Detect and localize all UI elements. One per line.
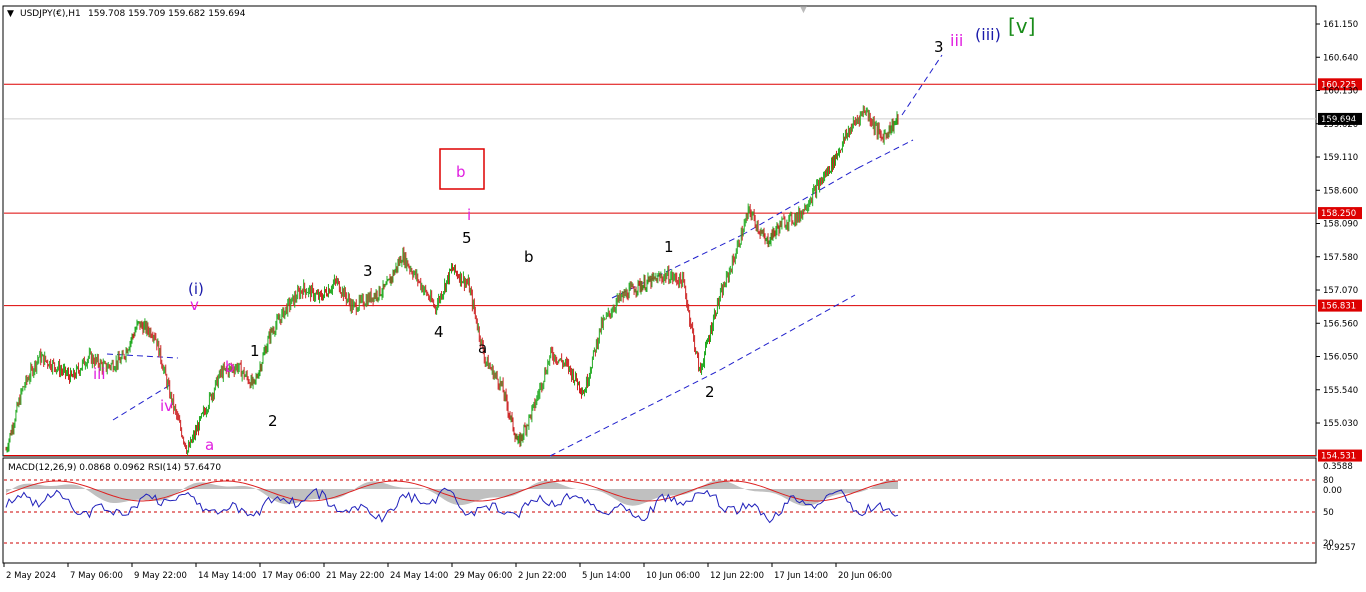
trend-line — [719, 294, 856, 371]
rsi-tick-label: 20 — [1323, 539, 1334, 549]
price-tick-label: 161.150 — [1323, 20, 1358, 30]
wave-label-box — [439, 148, 485, 190]
time-tick-label: 9 May 22:00 — [134, 571, 187, 581]
wave-label: iii — [93, 365, 106, 383]
header-symbol: USDJPY(€),H1 — [20, 9, 81, 19]
time-tick-label: 12 Jun 22:00 — [710, 571, 764, 581]
price-tick-label: 157.070 — [1323, 286, 1358, 296]
time-tick-label: 2 May 2024 — [6, 571, 56, 581]
price-tick-label: 157.580 — [1323, 253, 1358, 263]
price-tick-label: 158.090 — [1323, 220, 1358, 230]
level-price-tag — [1318, 207, 1362, 220]
level-price-value: 154.531 — [1321, 452, 1356, 462]
wave-label: iv — [160, 397, 173, 415]
price-tick-label: 158.600 — [1323, 186, 1358, 196]
level-price-value: 158.250 — [1321, 209, 1356, 219]
header-ohlc: 159.708 159.709 159.682 159.694 — [88, 9, 246, 19]
header-arrow-icon[interactable]: ▼ — [7, 9, 14, 19]
time-tick-label: 7 May 06:00 — [70, 571, 123, 581]
macd-tick-label: -0.9257 — [1323, 543, 1356, 553]
wave-label: 1 — [664, 238, 674, 256]
wave-label: i — [467, 206, 471, 224]
indicator-panel — [2, 457, 1317, 564]
macd-tick-label: 0.3588 — [1323, 462, 1353, 472]
time-tick-label: 21 May 22:00 — [326, 571, 384, 581]
trend-line — [741, 167, 859, 236]
price-panel — [2, 5, 1317, 457]
wave-label: 4 — [434, 323, 444, 341]
wave-label: b — [456, 163, 466, 181]
wave-label: a — [478, 339, 487, 357]
wave-label: 2 — [268, 412, 278, 430]
wave-label: (i) — [188, 280, 204, 298]
wave-label: 1 — [250, 342, 260, 360]
trend-line — [901, 54, 943, 116]
macd-tick-label: 0.00 — [1323, 486, 1342, 496]
price-tick-label: 155.030 — [1323, 419, 1358, 429]
time-tick-label: 24 May 14:00 — [390, 571, 448, 581]
wave-label: 3 — [363, 262, 373, 280]
level-price-value: 156.831 — [1321, 302, 1356, 312]
price-tick-label: 156.560 — [1323, 319, 1358, 329]
time-tick-label: 20 Jun 06:00 — [838, 571, 892, 581]
macd-signal-line — [5, 480, 899, 502]
time-tick-label: 10 Jun 06:00 — [646, 571, 700, 581]
price-tick-label: 156.050 — [1323, 353, 1358, 363]
trend-line — [549, 369, 721, 457]
wave-label: b — [524, 248, 534, 266]
wave-label: b — [225, 358, 235, 376]
scroll-marker-icon[interactable]: ▼ — [800, 5, 807, 15]
rsi-tick-label: 50 — [1323, 508, 1334, 518]
candles-group — [5, 105, 899, 456]
time-tick-label: 29 May 06:00 — [454, 571, 512, 581]
wave-label: 5 — [462, 229, 472, 247]
level-price-tag — [1318, 78, 1362, 91]
price-tick-label: 160.130 — [1323, 87, 1358, 97]
rsi-tick-label: 80 — [1323, 476, 1334, 486]
wave-label: (iii) — [975, 25, 1001, 44]
price-tick-label: 159.110 — [1323, 153, 1358, 163]
wave-label: v — [190, 296, 199, 314]
wave-label: iii — [950, 31, 963, 50]
price-tick-label: 160.640 — [1323, 53, 1358, 63]
price-tick-label: 155.540 — [1323, 386, 1358, 396]
level-price-tag — [1318, 299, 1362, 312]
level-price-tag — [1318, 449, 1362, 462]
indicator-label: MACD(12,26,9) 0.0868 0.0962 RSI(14) 57.6… — [8, 463, 221, 473]
time-tick-label: 17 May 06:00 — [262, 571, 320, 581]
time-tick-label: 2 Jun 22:00 — [518, 571, 567, 581]
current-price-tag — [1318, 112, 1362, 125]
price-tick-label: 159.620 — [1323, 120, 1358, 130]
time-tick-label: 5 Jun 14:00 — [582, 571, 631, 581]
time-tick-label: 14 May 14:00 — [198, 571, 256, 581]
wave-label: 3 — [934, 38, 944, 56]
wave-label: [v] — [1008, 14, 1035, 38]
macd-histogram — [6, 480, 898, 506]
trend-line — [112, 384, 171, 421]
rsi-line — [5, 487, 899, 524]
current-price-value: 159.694 — [1321, 115, 1356, 125]
time-tick-label: 17 Jun 14:00 — [774, 571, 828, 581]
trend-line — [857, 139, 914, 169]
wave-label: 2 — [705, 383, 715, 401]
wave-label: a — [205, 436, 214, 454]
level-price-value: 160.225 — [1321, 80, 1356, 90]
